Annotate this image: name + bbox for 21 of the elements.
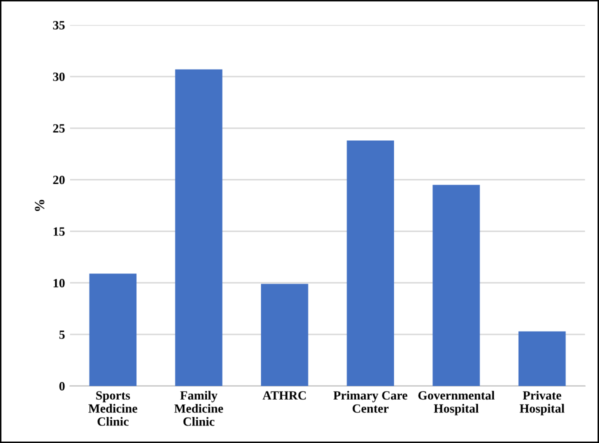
y-tick-label: 5 xyxy=(59,330,65,339)
x-tick-label: Governmental Hospital xyxy=(418,390,495,416)
bar xyxy=(260,284,308,386)
x-tick-label: Primary Care Center xyxy=(333,390,408,413)
x-tick-label: ATHRC xyxy=(262,391,306,400)
y-tick-label: 25 xyxy=(53,124,65,133)
y-tick-label: 35 xyxy=(53,21,65,30)
bar xyxy=(518,331,566,386)
y-tick-label: 0 xyxy=(59,382,65,390)
y-axis-title: % xyxy=(34,200,44,212)
bar xyxy=(432,184,480,386)
y-tick-label: 15 xyxy=(54,227,65,236)
x-tick-label: Private Hospital xyxy=(520,390,564,416)
y-tick-label: 20 xyxy=(53,176,65,184)
y-tick-label: 30 xyxy=(53,72,65,82)
x-tick-label: Sports Medicine Clinic xyxy=(88,391,138,426)
x-tick-label: Family Medicine Clinic xyxy=(174,390,224,426)
bar xyxy=(89,274,137,386)
bar xyxy=(175,69,222,386)
bar xyxy=(346,140,394,386)
y-tick-label: 10 xyxy=(54,278,65,288)
